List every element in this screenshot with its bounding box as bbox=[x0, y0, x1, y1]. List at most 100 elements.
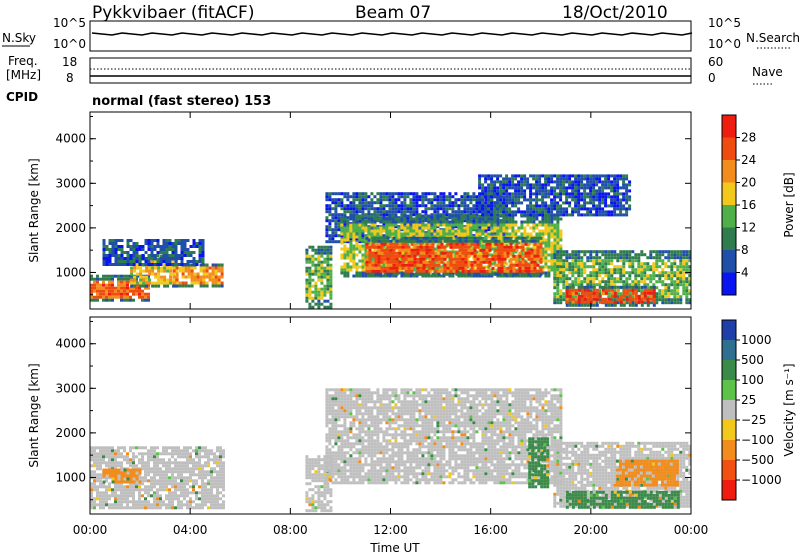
power-cell-9 bbox=[646, 295, 650, 299]
power-cell-6 bbox=[490, 226, 494, 230]
power-cell-6 bbox=[550, 253, 554, 257]
power-cell-7 bbox=[509, 269, 513, 273]
power-cell-8 bbox=[577, 192, 581, 196]
power-cell-6 bbox=[457, 214, 461, 218]
power-cell-0 bbox=[132, 298, 135, 302]
power-cell-1 bbox=[133, 275, 137, 279]
power-cell-3 bbox=[135, 248, 139, 251]
power-cell-8 bbox=[613, 210, 617, 214]
power-cell-8 bbox=[514, 186, 518, 190]
power-cell-6 bbox=[448, 274, 452, 278]
power-cell-6 bbox=[466, 274, 470, 278]
power-cell-9 bbox=[598, 298, 602, 302]
power-cell-9 bbox=[598, 283, 602, 287]
power-cell-10 bbox=[586, 297, 590, 301]
power-cell-7 bbox=[461, 254, 465, 258]
power-cell-4 bbox=[305, 299, 309, 303]
power-cell-10 bbox=[628, 288, 632, 292]
power-cell-3 bbox=[162, 257, 166, 260]
power-cell-5 bbox=[391, 195, 395, 199]
power-cell-6 bbox=[445, 244, 449, 248]
power-cell-8 bbox=[487, 177, 491, 181]
power-cell-10 bbox=[631, 297, 635, 301]
power-cell-10 bbox=[622, 303, 626, 307]
power-cell-7 bbox=[467, 251, 471, 255]
power-cell-9 bbox=[679, 268, 683, 272]
power-cell-3 bbox=[198, 248, 202, 251]
power-cell-8 bbox=[481, 213, 485, 217]
power-cell-6 bbox=[478, 241, 482, 245]
power-cell-5 bbox=[364, 213, 368, 217]
power-cell-5 bbox=[355, 195, 359, 199]
power-cell-5 bbox=[412, 198, 416, 202]
power-cell-5 bbox=[421, 195, 425, 199]
power-cell-10 bbox=[577, 300, 581, 304]
power-cell-6 bbox=[364, 229, 368, 233]
power-cell-7 bbox=[440, 266, 444, 270]
power-cell-6 bbox=[505, 274, 509, 278]
power-cell-9 bbox=[631, 301, 635, 305]
power-cell-6 bbox=[460, 214, 464, 218]
power-cell-6 bbox=[463, 229, 467, 233]
power-cell-6 bbox=[547, 247, 551, 251]
power-cell-9 bbox=[658, 280, 662, 284]
power-cell-7 bbox=[521, 263, 525, 267]
power-cell-10 bbox=[586, 291, 590, 295]
power-cell-9 bbox=[553, 277, 557, 281]
power-cell-7 bbox=[383, 266, 387, 270]
power-cell-9 bbox=[655, 295, 659, 299]
power-cell-1 bbox=[142, 281, 146, 285]
power-cell-9 bbox=[667, 271, 671, 275]
power-cell-6 bbox=[484, 235, 488, 239]
power-cell-5 bbox=[334, 201, 338, 205]
power-cell-9 bbox=[652, 262, 656, 266]
power-cell-3 bbox=[108, 257, 112, 260]
power-cell-9 bbox=[622, 253, 626, 257]
power-cell-6 bbox=[556, 226, 560, 230]
power-cell-0 bbox=[129, 286, 132, 290]
power-cell-10 bbox=[580, 288, 584, 292]
power-cell-9 bbox=[604, 271, 608, 275]
power-cell-8 bbox=[487, 198, 491, 202]
power-cell-8 bbox=[484, 180, 488, 184]
power-cell-9 bbox=[601, 250, 605, 254]
power-cell-8 bbox=[604, 213, 608, 217]
power-cell-6 bbox=[538, 223, 542, 227]
power-cell-9 bbox=[565, 250, 569, 254]
power-cell-6 bbox=[487, 274, 491, 278]
power-cell-5 bbox=[454, 198, 458, 202]
power-cell-0 bbox=[96, 292, 99, 296]
power-cell-10 bbox=[589, 297, 593, 301]
power-cell-7 bbox=[422, 260, 426, 264]
freq-strip-frame bbox=[89, 57, 692, 84]
power-cell-6 bbox=[346, 262, 350, 266]
power-cell-7 bbox=[461, 257, 465, 261]
power-cell-6 bbox=[445, 217, 449, 221]
power-cell-5 bbox=[448, 216, 452, 220]
power-cell-6 bbox=[553, 250, 557, 254]
power-cell-6 bbox=[541, 247, 545, 251]
power-cell-8 bbox=[526, 180, 530, 184]
power-cell-1 bbox=[157, 278, 161, 282]
power-cell-5 bbox=[418, 225, 422, 229]
power-cell-7 bbox=[413, 242, 417, 246]
power-cell-5 bbox=[355, 237, 359, 241]
power-cell-10 bbox=[574, 300, 578, 304]
power-cell-9 bbox=[685, 268, 689, 272]
power-cell-6 bbox=[499, 226, 503, 230]
power-cell-10 bbox=[610, 288, 614, 292]
power-cell-3 bbox=[180, 263, 184, 266]
power-cell-7 bbox=[491, 239, 495, 243]
power-cell-4 bbox=[311, 284, 315, 288]
power-cell-5 bbox=[430, 204, 434, 208]
power-cell-3 bbox=[198, 239, 202, 242]
power-cell-5 bbox=[475, 198, 479, 202]
power-cell-6 bbox=[535, 232, 539, 236]
power-cell-5 bbox=[406, 207, 410, 211]
power-cell-9 bbox=[628, 250, 632, 254]
power-cell-7 bbox=[539, 251, 543, 255]
power-cell-4 bbox=[308, 257, 312, 261]
power-cell-9 bbox=[577, 268, 581, 272]
power-cell-8 bbox=[559, 177, 563, 181]
power-cell-9 bbox=[610, 256, 614, 260]
